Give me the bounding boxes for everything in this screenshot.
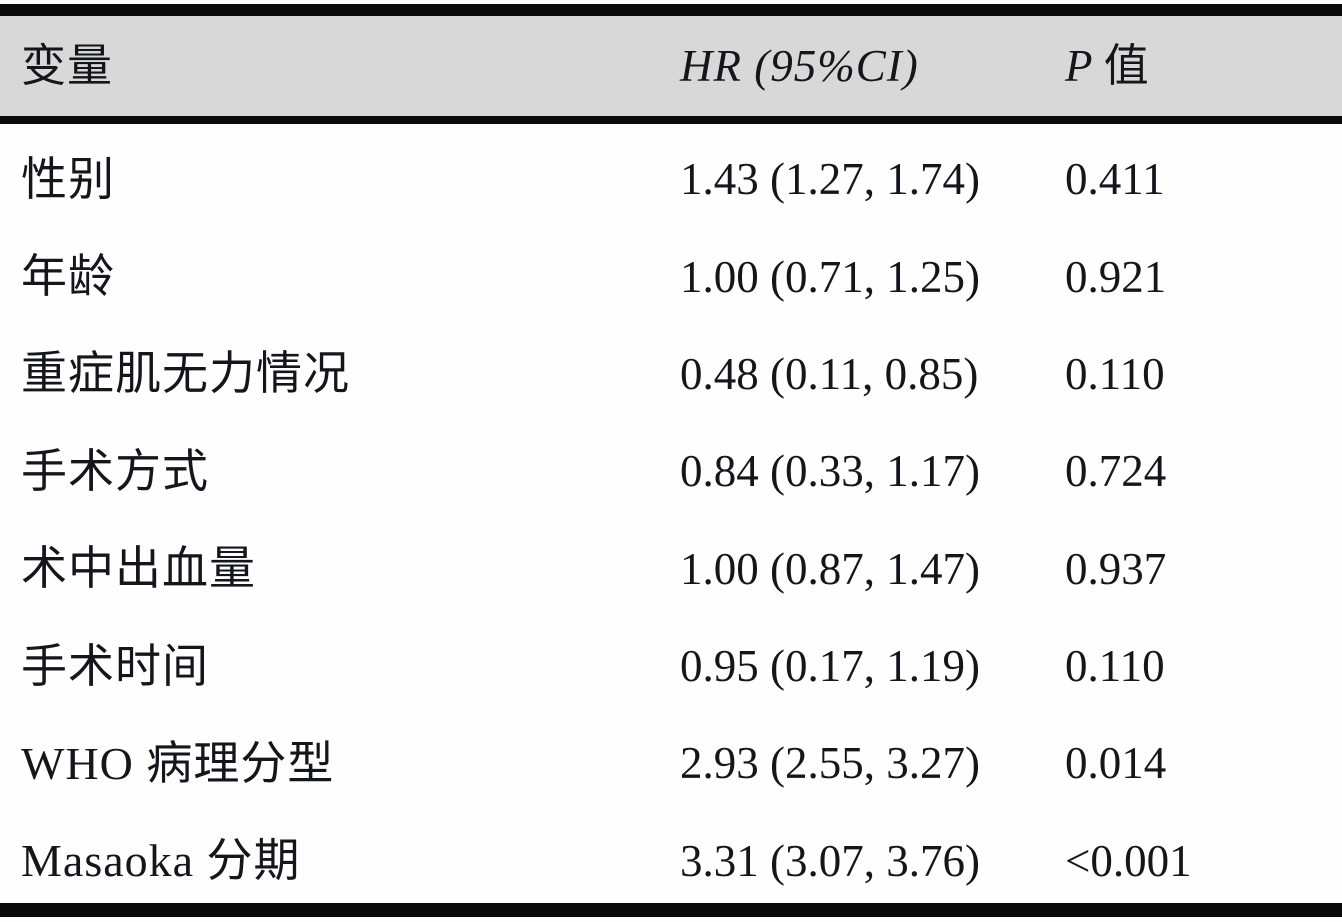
table-row: 手术方式 0.84 (0.33, 1.17) 0.724 xyxy=(0,416,1342,513)
cell-hr-ci: 0.84 (0.33, 1.17) xyxy=(680,446,980,497)
cell-hr-ci: 3.31 (3.07, 3.76) xyxy=(680,835,980,886)
table-row: WHO 病理分型 2.93 (2.55, 3.27) 0.014 xyxy=(0,708,1342,805)
cell-p-value: 0.921 xyxy=(1065,251,1167,302)
header-p-symbol: P xyxy=(1065,40,1093,91)
cell-p-value: 0.110 xyxy=(1065,348,1165,399)
cell-hr-ci: 1.00 (0.71, 1.25) xyxy=(680,251,980,302)
header-p-text: 值 xyxy=(1092,40,1149,91)
cell-p-value: 0.110 xyxy=(1065,641,1165,692)
table-row: 术中出血量 1.00 (0.87, 1.47) 0.937 xyxy=(0,514,1342,611)
cell-hr-ci: 0.95 (0.17, 1.19) xyxy=(680,641,980,692)
cell-variable: 重症肌无力情况 xyxy=(21,348,350,400)
header-variable: 变量 xyxy=(21,40,114,91)
cell-hr-ci: 1.43 (1.27, 1.74) xyxy=(680,154,980,205)
table-row: 性别 1.43 (1.27, 1.74) 0.411 xyxy=(0,124,1342,221)
cell-variable: 手术时间 xyxy=(21,640,209,692)
cell-hr-ci: 2.93 (2.55, 3.27) xyxy=(680,738,980,789)
table-row: Masaoka 分期 3.31 (3.07, 3.76) <0.001 xyxy=(0,806,1342,903)
cell-variable: Masaoka 分期 xyxy=(21,835,301,887)
cell-p-value: 0.411 xyxy=(1065,154,1165,205)
table-row: 年龄 1.00 (0.71, 1.25) 0.921 xyxy=(0,221,1342,318)
cell-variable: WHO 病理分型 xyxy=(21,737,335,789)
cell-variable: 术中出血量 xyxy=(21,543,256,595)
cell-variable: 手术方式 xyxy=(21,445,209,497)
table-top-rule xyxy=(0,4,1342,16)
header-bottom-rule xyxy=(0,116,1342,124)
header-hr-95ci: HR (95%CI) xyxy=(680,40,919,91)
table-body: 性别 1.43 (1.27, 1.74) 0.411 年龄 1.00 (0.71… xyxy=(0,124,1342,903)
cell-variable: 性别 xyxy=(21,153,115,205)
cell-hr-ci: 0.48 (0.11, 0.85) xyxy=(680,348,979,399)
cell-p-value: <0.001 xyxy=(1065,835,1192,886)
header-p-value: P 值 xyxy=(1065,40,1342,91)
table-row: 重症肌无力情况 0.48 (0.11, 0.85) 0.110 xyxy=(0,319,1342,416)
table-row: 手术时间 0.95 (0.17, 1.19) 0.110 xyxy=(0,611,1342,708)
cell-p-value: 0.937 xyxy=(1065,543,1167,594)
table-header-row: 变量 HR (95%CI) P 值 xyxy=(0,16,1342,116)
table-bottom-rule xyxy=(0,903,1342,917)
cell-hr-ci: 1.00 (0.87, 1.47) xyxy=(680,543,980,594)
cell-p-value: 0.014 xyxy=(1065,738,1167,789)
cell-variable: 年龄 xyxy=(21,251,115,303)
cell-p-value: 0.724 xyxy=(1065,446,1167,497)
